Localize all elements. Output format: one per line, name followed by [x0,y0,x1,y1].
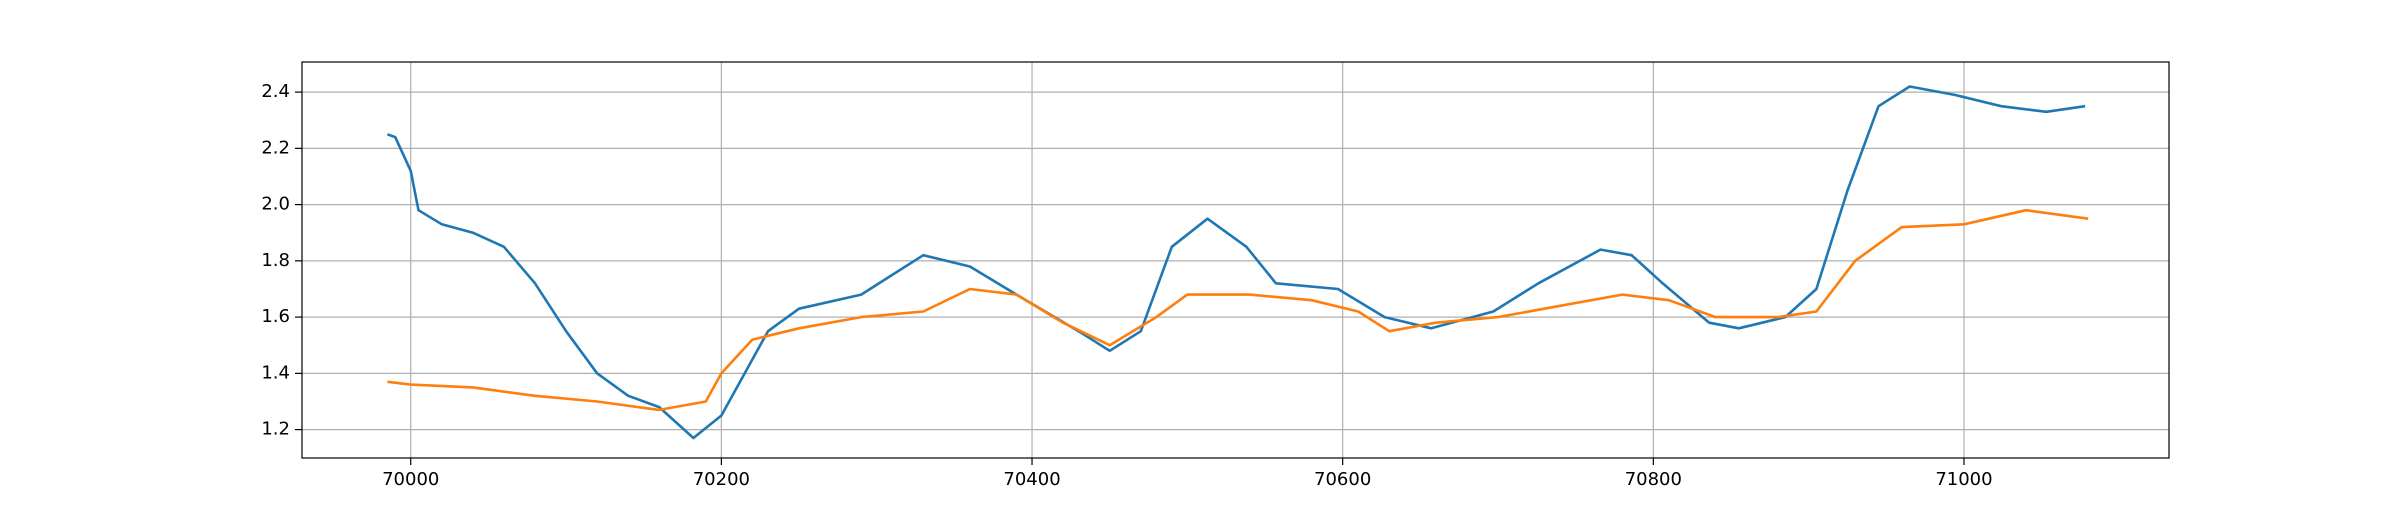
x-tick-label: 70200 [693,469,750,490]
x-tick-label: 70000 [382,469,439,490]
y-tick-label: 1.8 [261,250,290,271]
x-tick-label: 70400 [1003,469,1060,490]
plot-frame [301,61,2170,459]
y-tick-label: 2.4 [261,81,290,102]
x-tick-label: 70600 [1314,469,1371,490]
y-tick-label: 2.0 [261,194,290,215]
data-line [387,208,2089,412]
y-tick-label: 1.4 [261,362,290,383]
x-tick-label: 70800 [1625,469,1682,490]
y-tick-label: 1.6 [261,306,290,327]
data-line [386,85,2086,440]
x-tick-label: 71000 [1935,469,1992,490]
y-tick-label: 2.2 [261,137,290,158]
y-tick-label: 1.2 [261,419,290,440]
